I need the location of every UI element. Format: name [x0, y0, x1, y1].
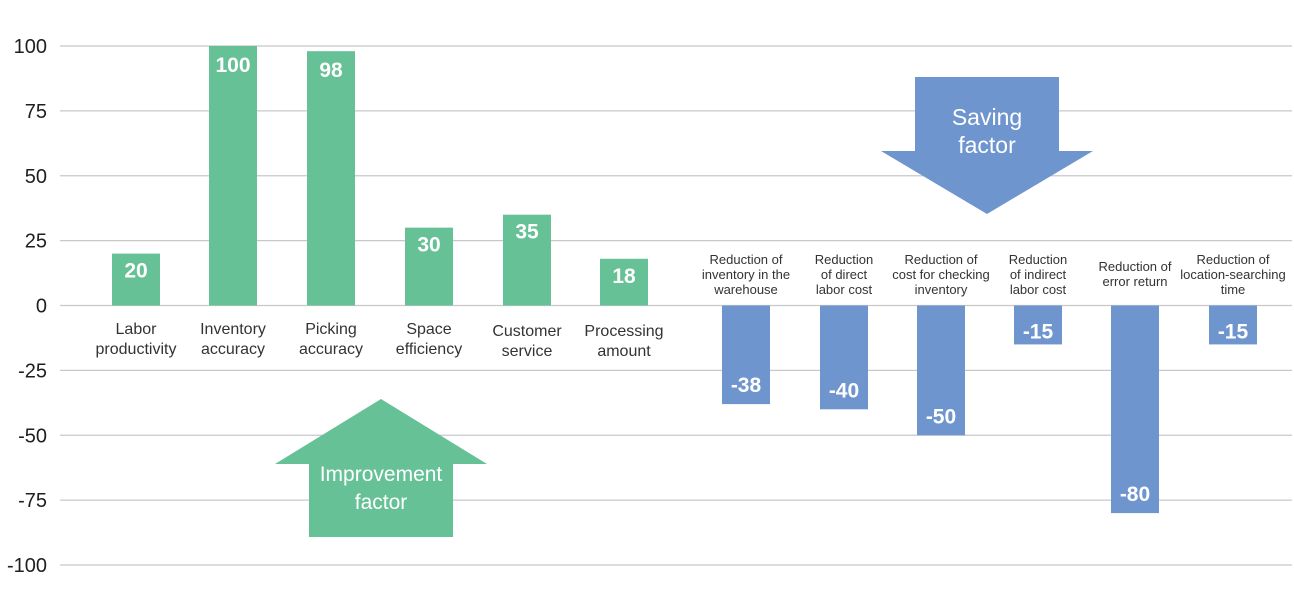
- category-label-line: of indirect: [1010, 267, 1067, 282]
- y-tick-label: 75: [25, 101, 47, 123]
- saving-arrow-label-line2: factor: [958, 132, 1016, 158]
- category-label-line: Reduction of: [710, 252, 783, 267]
- category-label-line: error return: [1102, 274, 1167, 289]
- bar: [1014, 305, 1062, 345]
- y-tick-label: -50: [18, 425, 47, 447]
- category-label: Labor productivity: [96, 321, 177, 358]
- bar: [112, 253, 160, 306]
- bar: [600, 258, 648, 306]
- category-label-line: Reduction: [1009, 252, 1068, 267]
- saving-arrow-label-line1: Saving: [952, 104, 1022, 130]
- category-label: Customer service: [492, 323, 562, 360]
- category-label-line: Reduction of: [1197, 252, 1270, 267]
- category-label-line: inventory in the: [702, 267, 790, 282]
- category-label-line: labor cost: [1010, 282, 1067, 297]
- category-label-line: inventory: [915, 282, 968, 297]
- category-label-line: service: [502, 343, 553, 360]
- gridlines: [60, 45, 1292, 566]
- bars: [112, 46, 1257, 514]
- saving-arrow-shape: [881, 77, 1093, 214]
- category-label-line: efficiency: [396, 341, 462, 358]
- category-label: Space efficiency: [396, 321, 462, 358]
- bar: [1209, 305, 1257, 345]
- data-label: 30: [417, 234, 440, 257]
- y-tick-label: -25: [18, 360, 47, 382]
- category-label-line: accuracy: [299, 341, 363, 358]
- category-label-line: warehouse: [713, 282, 778, 297]
- category-label-line: Labor: [116, 321, 158, 338]
- improvement-arrow-label-line1: Improvement: [320, 463, 443, 486]
- y-tick-label: 50: [25, 166, 47, 188]
- data-label: 98: [319, 59, 343, 82]
- bar: [917, 305, 965, 436]
- category-label-line: productivity: [96, 341, 177, 358]
- y-tick-label: 25: [25, 231, 47, 253]
- bar: [307, 51, 355, 306]
- bar: [405, 227, 453, 306]
- category-label-line: cost for checking: [892, 267, 990, 282]
- bar: [722, 305, 770, 405]
- data-label: -50: [926, 405, 956, 428]
- bar: [1111, 305, 1159, 514]
- category-labels: LaborproductivityInventoryaccuracyPickin…: [96, 252, 1286, 360]
- bar: [820, 305, 868, 410]
- y-tick-label: -100: [7, 555, 47, 577]
- value-labels: 20 100 98 30 35 18 -38 -40 -50 -15 -80 -15: [124, 54, 1248, 506]
- y-tick-label: 0: [36, 296, 47, 318]
- saving-factor-arrow: Saving factor: [881, 77, 1093, 214]
- category-label: Inventory accuracy: [200, 321, 266, 358]
- category-label-line: of direct: [821, 267, 868, 282]
- bar: [503, 214, 551, 306]
- category-label: Processing amount: [584, 323, 663, 360]
- category-label-line: labor cost: [816, 282, 873, 297]
- data-label: 18: [612, 265, 636, 288]
- category-label-line: Reduction of: [905, 252, 978, 267]
- data-label: 35: [515, 221, 539, 244]
- improvement-factor-arrow: Improvement factor: [275, 399, 487, 537]
- improvement-arrow-label-line2: factor: [355, 491, 408, 514]
- category-label-line: Reduction: [815, 252, 874, 267]
- category-label-line: time: [1221, 282, 1246, 297]
- y-tick-label: -75: [18, 490, 47, 512]
- data-label: -38: [731, 374, 762, 397]
- category-label-line: amount: [597, 343, 651, 360]
- y-axis-ticks: 100 75 50 25 0 -25 -50 -75 -100: [7, 36, 47, 577]
- category-label-line: Space: [406, 321, 451, 338]
- category-label-line: location-searching: [1180, 267, 1286, 282]
- data-label: -15: [1023, 320, 1054, 343]
- data-label: -15: [1218, 320, 1249, 343]
- category-label-line: accuracy: [201, 341, 265, 358]
- category-label: Picking accuracy: [299, 321, 363, 358]
- data-label: -80: [1120, 483, 1150, 506]
- bar: [209, 46, 257, 306]
- data-label: 20: [124, 260, 147, 283]
- data-label: 100: [215, 54, 250, 77]
- category-label-line: Inventory: [200, 321, 266, 338]
- improvement-arrow-shape: [275, 399, 487, 537]
- category-label-line: Processing: [584, 323, 663, 340]
- category-label-line: Picking: [305, 321, 357, 338]
- category-label-line: Customer: [492, 323, 562, 340]
- data-label: -40: [829, 379, 859, 402]
- category-label-line: Reduction of: [1099, 259, 1172, 274]
- y-tick-label: 100: [14, 36, 47, 58]
